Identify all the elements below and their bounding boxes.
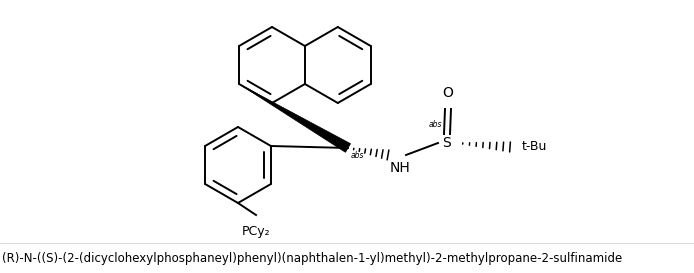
- Text: abs: abs: [351, 151, 364, 160]
- Text: PCy₂: PCy₂: [242, 225, 270, 238]
- Text: S: S: [443, 136, 451, 150]
- Text: NH: NH: [389, 161, 410, 175]
- Text: abs: abs: [429, 120, 443, 129]
- Polygon shape: [239, 84, 350, 152]
- Text: O: O: [443, 86, 453, 100]
- Text: t-Bu: t-Bu: [522, 141, 548, 153]
- Text: (R)-N-((S)-(2-(dicyclohexylphosphaneyl)phenyl)(naphthalen-1-yl)methyl)-2-methylp: (R)-N-((S)-(2-(dicyclohexylphosphaneyl)p…: [2, 252, 623, 265]
